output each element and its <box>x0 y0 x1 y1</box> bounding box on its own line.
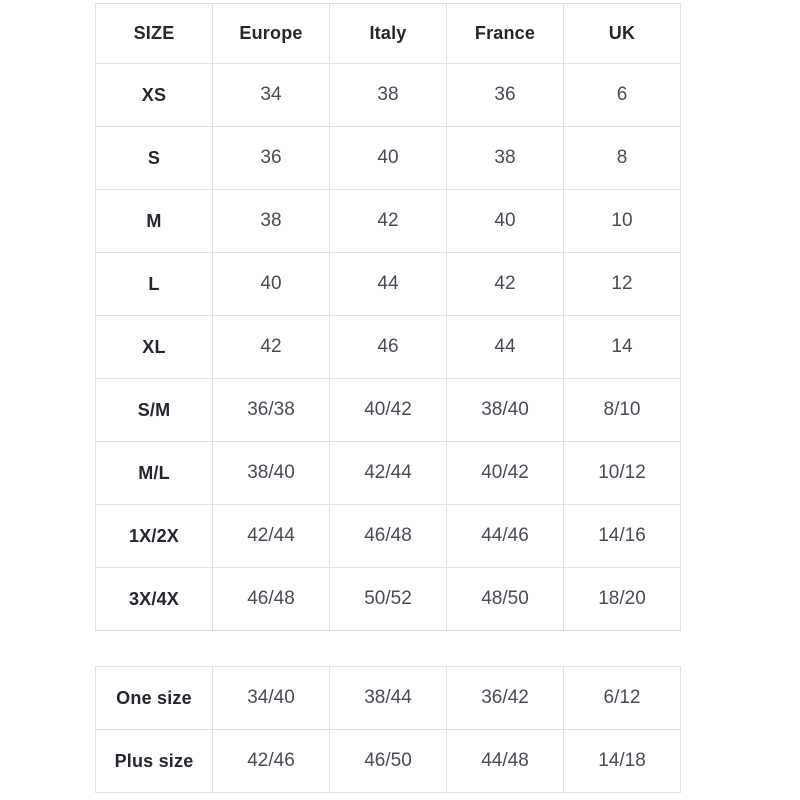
size-value-cell: 38/40 <box>212 441 330 505</box>
size-value-cell: 40 <box>446 189 564 253</box>
size-label-cell: XL <box>95 315 213 379</box>
size-value-cell: 36 <box>212 126 330 190</box>
size-value-cell: 40 <box>329 126 447 190</box>
table-row: XL 42 46 44 14 <box>95 315 681 379</box>
column-header-uk: UK <box>563 3 681 64</box>
table-row: 1X/2X 42/44 46/48 44/46 14/16 <box>95 504 681 568</box>
size-value-cell: 8/10 <box>563 378 681 442</box>
size-value-cell: 14 <box>563 315 681 379</box>
size-value-cell: 36/42 <box>446 666 564 730</box>
table-row: 3X/4X 46/48 50/52 48/50 18/20 <box>95 567 681 631</box>
special-sizes-table: One size 34/40 38/44 36/42 6/12 Plus size 42/4… <box>95 666 681 793</box>
size-value-cell: 38 <box>446 126 564 190</box>
size-value-cell: 42/44 <box>212 504 330 568</box>
size-chart-container: SIZE Europe Italy France UK XS 34 38 36 6 S 36… <box>95 3 682 793</box>
size-value-cell: 42 <box>212 315 330 379</box>
size-value-cell: 50/52 <box>329 567 447 631</box>
size-value-cell: 6 <box>563 63 681 127</box>
size-value-cell: 48/50 <box>446 567 564 631</box>
size-label-cell: L <box>95 252 213 316</box>
size-value-cell: 8 <box>563 126 681 190</box>
size-value-cell: 44/48 <box>446 729 564 793</box>
table-row: L 40 44 42 12 <box>95 252 681 316</box>
size-conversion-table: SIZE Europe Italy France UK XS 34 38 36 6 S 36… <box>95 3 681 631</box>
size-value-cell: 42/46 <box>212 729 330 793</box>
column-header-size: SIZE <box>95 3 213 64</box>
table-row: S/M 36/38 40/42 38/40 8/10 <box>95 378 681 442</box>
size-value-cell: 46/48 <box>329 504 447 568</box>
size-value-cell: 42 <box>329 189 447 253</box>
size-value-cell: 18/20 <box>563 567 681 631</box>
size-value-cell: 40/42 <box>446 441 564 505</box>
size-label-cell: M/L <box>95 441 213 505</box>
size-value-cell: 46/48 <box>212 567 330 631</box>
size-value-cell: 6/12 <box>563 666 681 730</box>
size-value-cell: 44 <box>446 315 564 379</box>
main-table-body: XS 34 38 36 6 S 36 40 38 8 M 38 42 40 10 L 40 44 42 12 XL 42 4… <box>95 63 681 631</box>
column-header-europe: Europe <box>212 3 330 64</box>
size-label-cell: One size <box>95 666 213 730</box>
size-value-cell: 12 <box>563 252 681 316</box>
size-value-cell: 14/16 <box>563 504 681 568</box>
table-row: M/L 38/40 42/44 40/42 10/12 <box>95 441 681 505</box>
size-value-cell: 34/40 <box>212 666 330 730</box>
size-table-header: SIZE Europe Italy France UK <box>95 3 681 64</box>
size-value-cell: 38/44 <box>329 666 447 730</box>
size-value-cell: 40 <box>212 252 330 316</box>
size-label-cell: 3X/4X <box>95 567 213 631</box>
size-value-cell: 34 <box>212 63 330 127</box>
size-value-cell: 46 <box>329 315 447 379</box>
size-value-cell: 38/40 <box>446 378 564 442</box>
column-header-italy: Italy <box>329 3 447 64</box>
table-row: XS 34 38 36 6 <box>95 63 681 127</box>
size-label-cell: XS <box>95 63 213 127</box>
size-label-cell: 1X/2X <box>95 504 213 568</box>
size-value-cell: 36 <box>446 63 564 127</box>
table-row: Plus size 42/46 46/50 44/48 14/18 <box>95 729 681 793</box>
size-value-cell: 10/12 <box>563 441 681 505</box>
size-value-cell: 38 <box>329 63 447 127</box>
size-value-cell: 14/18 <box>563 729 681 793</box>
size-label-cell: Plus size <box>95 729 213 793</box>
size-value-cell: 44/46 <box>446 504 564 568</box>
column-header-france: France <box>446 3 564 64</box>
size-value-cell: 42/44 <box>329 441 447 505</box>
secondary-table-body: One size 34/40 38/44 36/42 6/12 Plus size 42/4… <box>95 666 681 793</box>
header-row: SIZE Europe Italy France UK <box>95 3 681 64</box>
size-value-cell: 36/38 <box>212 378 330 442</box>
size-label-cell: M <box>95 189 213 253</box>
size-value-cell: 40/42 <box>329 378 447 442</box>
size-value-cell: 10 <box>563 189 681 253</box>
size-value-cell: 38 <box>212 189 330 253</box>
size-label-cell: S <box>95 126 213 190</box>
table-row: S 36 40 38 8 <box>95 126 681 190</box>
size-value-cell: 42 <box>446 252 564 316</box>
table-row: One size 34/40 38/44 36/42 6/12 <box>95 666 681 730</box>
size-label-cell: S/M <box>95 378 213 442</box>
size-value-cell: 46/50 <box>329 729 447 793</box>
table-row: M 38 42 40 10 <box>95 189 681 253</box>
size-value-cell: 44 <box>329 252 447 316</box>
